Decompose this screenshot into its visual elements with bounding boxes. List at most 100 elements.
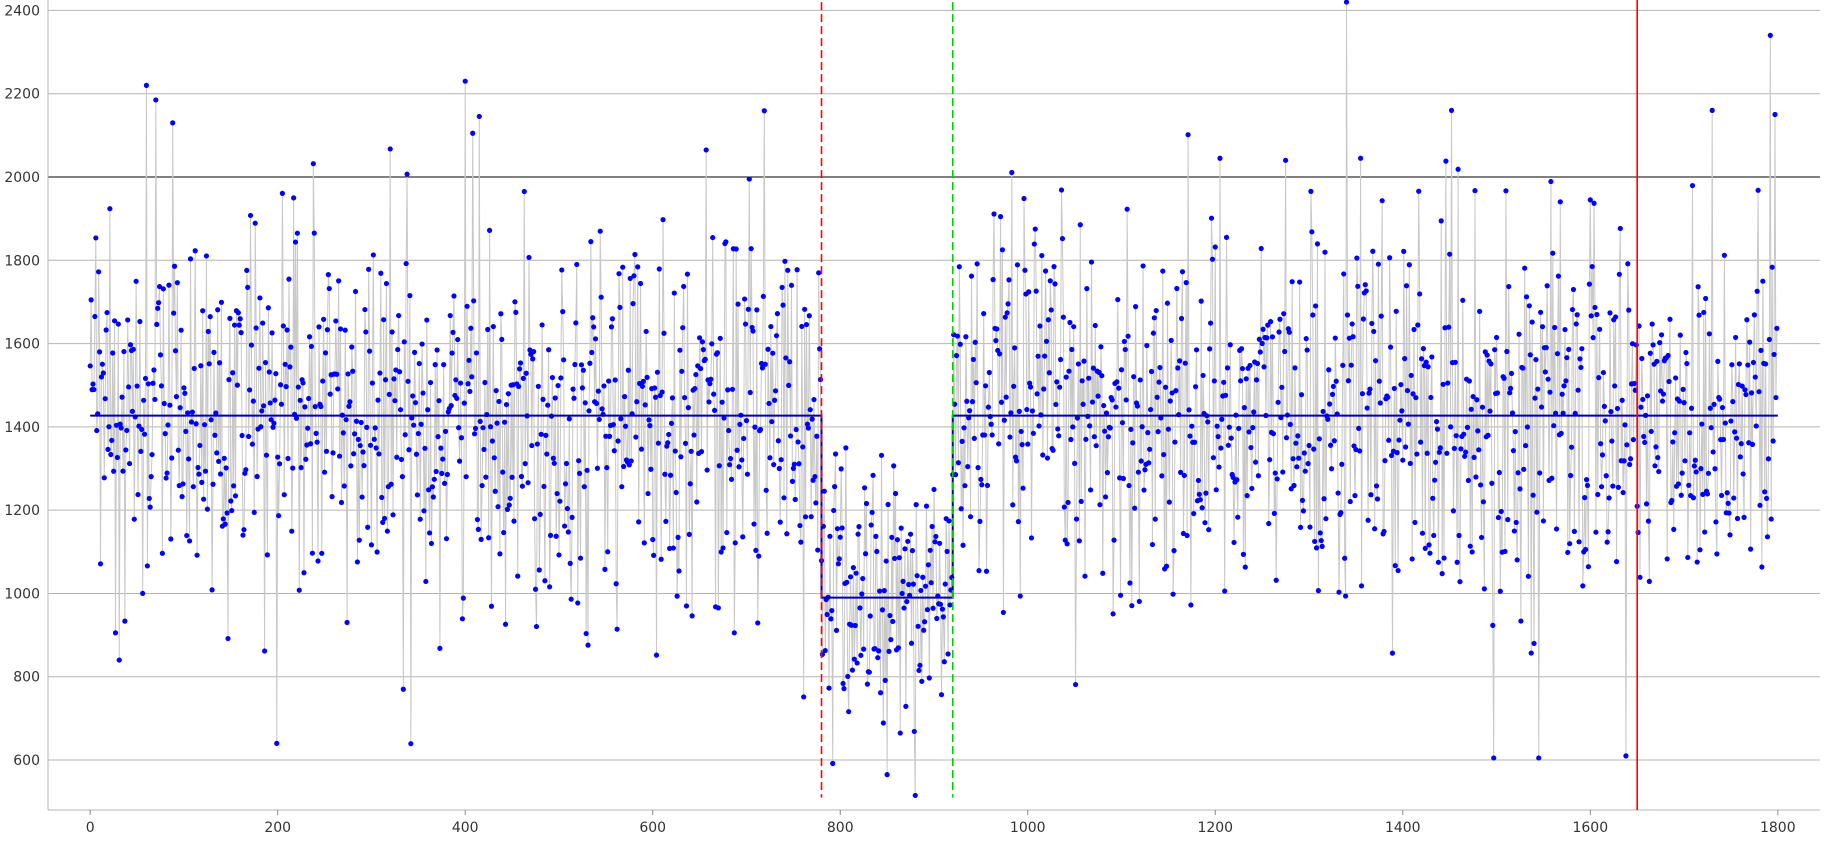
data-point bbox=[444, 471, 450, 478]
data-point bbox=[1528, 650, 1534, 656]
data-point bbox=[441, 362, 447, 368]
data-point bbox=[630, 301, 636, 307]
data-point bbox=[940, 614, 946, 620]
data-point bbox=[1039, 252, 1045, 259]
data-point bbox=[562, 481, 569, 487]
data-point bbox=[1213, 487, 1219, 493]
data-point bbox=[557, 498, 563, 504]
data-point bbox=[196, 471, 202, 477]
data-point bbox=[485, 326, 491, 333]
data-point bbox=[863, 500, 870, 507]
data-point bbox=[1242, 564, 1248, 570]
data-point bbox=[1462, 453, 1468, 459]
data-point bbox=[166, 282, 172, 288]
data-point bbox=[878, 452, 885, 458]
data-point bbox=[1122, 346, 1128, 353]
data-point bbox=[1017, 593, 1023, 599]
data-point bbox=[1372, 358, 1379, 364]
data-point bbox=[1615, 484, 1622, 490]
data-point bbox=[487, 424, 494, 430]
data-point bbox=[531, 349, 537, 355]
data-point bbox=[386, 391, 392, 398]
data-point bbox=[294, 230, 300, 236]
data-point bbox=[687, 481, 693, 487]
data-point bbox=[650, 536, 656, 543]
data-point bbox=[967, 514, 974, 520]
data-point bbox=[1054, 379, 1060, 385]
data-point bbox=[91, 386, 97, 393]
data-point bbox=[1465, 477, 1472, 484]
data-point bbox=[1477, 308, 1483, 314]
data-point bbox=[1021, 195, 1027, 202]
data-point bbox=[281, 492, 287, 498]
data-point bbox=[834, 526, 841, 532]
data-point bbox=[411, 422, 417, 428]
data-point bbox=[1323, 516, 1329, 522]
data-point bbox=[1552, 324, 1558, 331]
data-point bbox=[1248, 444, 1254, 451]
data-point bbox=[1425, 364, 1431, 370]
data-point bbox=[521, 188, 527, 195]
data-point bbox=[1736, 361, 1742, 367]
data-point bbox=[1061, 504, 1067, 510]
data-point bbox=[1388, 452, 1395, 459]
data-point bbox=[274, 740, 280, 746]
data-point bbox=[1280, 469, 1286, 475]
data-point bbox=[1730, 398, 1736, 405]
data-point bbox=[432, 362, 438, 368]
data-point bbox=[448, 403, 454, 409]
data-point bbox=[191, 365, 197, 372]
data-point bbox=[1067, 319, 1073, 326]
data-point bbox=[725, 387, 731, 393]
data-point bbox=[100, 370, 106, 376]
data-point bbox=[683, 603, 690, 609]
data-point bbox=[1598, 441, 1604, 447]
data-point bbox=[1350, 334, 1356, 340]
data-point bbox=[621, 463, 627, 470]
data-point bbox=[261, 648, 268, 654]
data-point bbox=[1452, 359, 1458, 365]
data-point bbox=[850, 565, 856, 571]
data-point bbox=[785, 267, 791, 273]
data-point bbox=[1385, 394, 1391, 400]
data-point bbox=[655, 440, 661, 446]
data-point bbox=[1036, 423, 1042, 429]
data-point bbox=[1148, 368, 1155, 375]
data-point bbox=[941, 659, 947, 665]
data-point bbox=[284, 327, 290, 333]
data-point bbox=[1086, 375, 1092, 381]
data-point bbox=[1703, 295, 1709, 302]
data-point bbox=[1015, 519, 1021, 525]
data-point bbox=[804, 421, 811, 427]
x-tick-label: 1000 bbox=[1010, 820, 1046, 836]
data-point bbox=[771, 462, 777, 468]
data-point bbox=[1012, 345, 1018, 351]
data-point bbox=[1440, 381, 1446, 387]
data-point bbox=[232, 493, 239, 499]
data-point bbox=[1362, 282, 1368, 288]
data-point bbox=[1613, 314, 1619, 320]
data-point bbox=[1105, 434, 1111, 440]
data-point bbox=[1495, 514, 1502, 521]
data-point bbox=[693, 371, 699, 378]
data-point bbox=[394, 454, 400, 460]
data-point bbox=[141, 397, 147, 403]
data-point bbox=[1537, 470, 1543, 476]
data-point bbox=[126, 460, 133, 467]
y-tick-label: 1000 bbox=[4, 586, 40, 602]
data-point bbox=[1053, 401, 1059, 408]
data-point bbox=[138, 448, 144, 455]
data-point bbox=[431, 476, 437, 482]
data-point bbox=[1124, 206, 1130, 212]
data-point bbox=[1022, 267, 1028, 273]
data-point bbox=[1763, 361, 1769, 367]
data-point bbox=[1319, 543, 1325, 549]
data-point bbox=[653, 652, 660, 658]
data-point bbox=[179, 494, 185, 500]
data-point bbox=[1691, 463, 1697, 469]
data-point bbox=[1766, 336, 1772, 343]
data-point bbox=[958, 506, 964, 512]
data-point bbox=[1197, 497, 1203, 503]
data-point bbox=[1447, 251, 1453, 257]
